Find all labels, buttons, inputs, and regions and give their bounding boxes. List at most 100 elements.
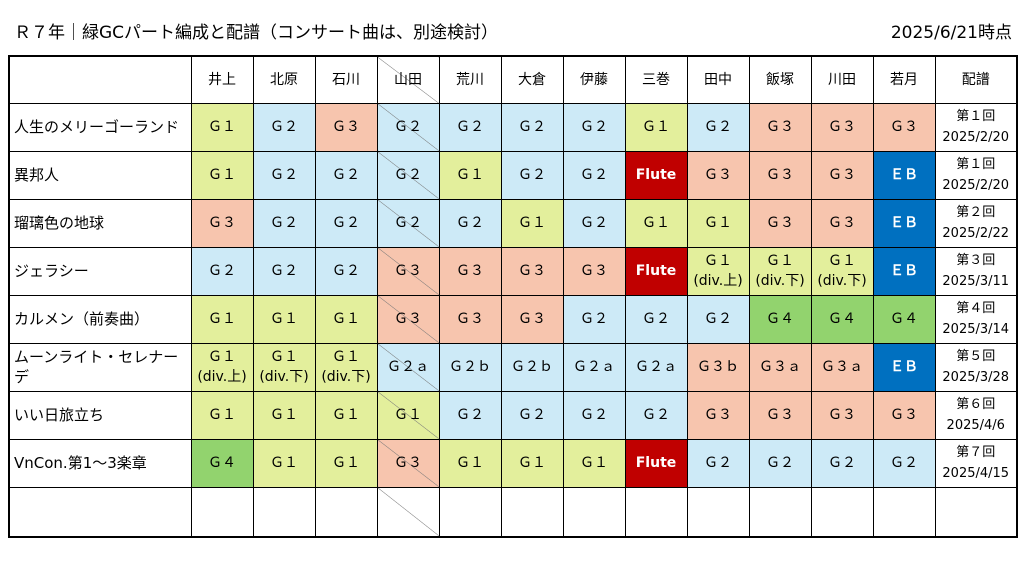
blank-cell — [934, 486, 1018, 538]
cell-line: Ｇ１ — [208, 119, 236, 135]
blank-cell — [624, 486, 688, 538]
blank-cell — [314, 486, 378, 538]
cell-line: Ｇ２ — [580, 215, 608, 231]
cell-line: 第７回 — [956, 445, 996, 460]
cell-line: Ｇ３ｂ — [697, 359, 739, 375]
column-header: 井上 — [190, 55, 254, 104]
part-cell: Ｇ２ — [686, 438, 750, 488]
cell-line: (div.上) — [693, 273, 743, 289]
column-header: 荒川 — [438, 55, 502, 104]
column-header: 三巻 — [624, 55, 688, 104]
distribution-cell: 第２回 2025/2/22 — [934, 198, 1018, 248]
cell-line: (div.下) — [259, 369, 309, 385]
part-cell: Ｇ３ — [500, 294, 564, 344]
title: Ｒ７年｜緑GCパート編成と配譜（コンサート曲は、別途検討） — [14, 23, 499, 43]
cell-line: 2025/4/15 — [942, 466, 1010, 481]
cell-line: Ｇ１ — [208, 407, 236, 423]
cell-line: Ｇ１ — [270, 455, 298, 471]
cell-line: Ｇ２ — [270, 215, 298, 231]
cell-line: Ｇ３ — [766, 215, 794, 231]
part-cell: Ｇ３ — [686, 150, 750, 200]
part-cell: Ｇ１ — [190, 294, 254, 344]
cell-line: Ｇ３ — [580, 263, 608, 279]
part-cell: Ｇ２ — [376, 150, 440, 200]
part-cell: Ｇ１ (div.上) — [686, 246, 750, 296]
part-cell: Ｇ１ — [252, 438, 316, 488]
cell-line: 2025/4/6 — [946, 418, 1005, 433]
part-cell: Ｇ２ — [314, 246, 378, 296]
cell-line: Ｇ３ — [766, 407, 794, 423]
distribution-cell: 第７回 2025/4/15 — [934, 438, 1018, 488]
cell-line: 第３回 — [956, 253, 996, 268]
song-name: 異邦人 — [8, 150, 192, 200]
column-header: 北原 — [252, 55, 316, 104]
part-cell: Ｇ３ — [872, 102, 936, 152]
part-cell: Ｇ２ — [686, 294, 750, 344]
part-cell: Ｇ２ａ — [376, 342, 440, 392]
cell-line: Flute — [635, 167, 677, 183]
cell-line: Ｇ２ — [270, 167, 298, 183]
cell-line: Ｇ３ — [766, 167, 794, 183]
cell-line: Ｇ２ — [394, 119, 422, 135]
cell-line: Ｇ１ — [642, 215, 670, 231]
cell-line: Ｇ１ — [394, 407, 422, 423]
part-cell: Ｇ３ — [810, 390, 874, 440]
song-row: VnCon.第1～3楽章 Ｇ４ Ｇ１ Ｇ１ Ｇ３ Ｇ１ Ｇ１ Ｇ１ Flute Ｇ２ Ｇ２ Ｇ２ Ｇ２ 第… — [8, 438, 1018, 488]
cell-line: Ｇ１ — [518, 455, 546, 471]
part-cell: Ｇ１ (div.下) — [748, 246, 812, 296]
part-cell: Ｇ２ — [810, 438, 874, 488]
cell-line: Ｇ３ａ — [759, 359, 801, 375]
blank-cell — [376, 486, 440, 538]
cell-line: Ｇ３ａ — [821, 359, 863, 375]
cell-line: Ｇ２ — [208, 263, 236, 279]
cell-line: 2025/3/11 — [942, 274, 1010, 289]
song-name: 瑠璃色の地球 — [8, 198, 192, 248]
cell-line: Ｇ３ — [394, 263, 422, 279]
part-cell: ＥＢ — [872, 198, 936, 248]
cell-line: Ｇ２ — [704, 119, 732, 135]
blank-cell — [748, 486, 812, 538]
cell-line: Ｇ１ — [270, 311, 298, 327]
cell-line: Ｇ３ — [332, 119, 360, 135]
cell-line: Ｇ１ — [332, 407, 360, 423]
distribution-cell: 第３回 2025/3/11 — [934, 246, 1018, 296]
song-row: いい日旅立ち Ｇ１ Ｇ１ Ｇ１ Ｇ１ Ｇ２ Ｇ２ Ｇ２ Ｇ２ Ｇ３ Ｇ３ Ｇ３ Ｇ３ 第６回 2025/4/… — [8, 390, 1018, 440]
column-header: 伊藤 — [562, 55, 626, 104]
part-cell: Ｇ２ — [748, 438, 812, 488]
cell-line: Ｇ２ — [828, 455, 856, 471]
part-cell: Ｇ２ — [438, 198, 502, 248]
cell-line: Ｇ４ — [828, 311, 856, 327]
cell-line: Ｇ２ — [332, 215, 360, 231]
part-cell: Ｇ１ — [624, 102, 688, 152]
cell-line: Ｇ２ — [456, 215, 484, 231]
part-cell: Ｇ２ — [500, 102, 564, 152]
cell-line: 第１回 — [956, 109, 996, 124]
part-cell: Ｇ１ — [252, 294, 316, 344]
part-cell: Ｇ２ — [438, 102, 502, 152]
song-name: ムーンライト・セレナーデ — [8, 342, 192, 392]
cell-line: Ｇ３ — [890, 119, 918, 135]
part-cell: Ｇ３ — [748, 390, 812, 440]
part-cell: Ｇ２ｂ — [438, 342, 502, 392]
part-cell: Ｇ２ — [624, 390, 688, 440]
cell-line: Ｇ４ — [208, 455, 236, 471]
part-cell: Ｇ１ (div.上) — [190, 342, 254, 392]
part-cell: Ｇ３ — [748, 150, 812, 200]
column-header: 飯塚 — [748, 55, 812, 104]
cell-line: Ｇ２ — [642, 311, 670, 327]
cell-line: Ｇ２ — [394, 167, 422, 183]
date: 2025/6/21時点 — [890, 23, 1012, 43]
cell-line: Ｇ１ — [580, 455, 608, 471]
part-cell: ＥＢ — [872, 246, 936, 296]
part-cell: Ｇ４ — [872, 294, 936, 344]
cell-line: Flute — [635, 263, 677, 279]
cell-line: Ｇ２ — [270, 119, 298, 135]
cell-line: Ｇ１ — [270, 407, 298, 423]
cell-line: Ｇ３ — [828, 119, 856, 135]
cell-line: (div.下) — [817, 273, 867, 289]
part-cell: Ｇ１ — [624, 198, 688, 248]
song-row: ムーンライト・セレナーデ Ｇ１ (div.上) Ｇ１ (div.下) Ｇ１ (div.下) Ｇ… — [8, 342, 1018, 392]
cell-line: Ｇ２ａ — [635, 359, 677, 375]
part-cell: Ｇ２ — [686, 102, 750, 152]
part-cell: Ｇ１ — [686, 198, 750, 248]
